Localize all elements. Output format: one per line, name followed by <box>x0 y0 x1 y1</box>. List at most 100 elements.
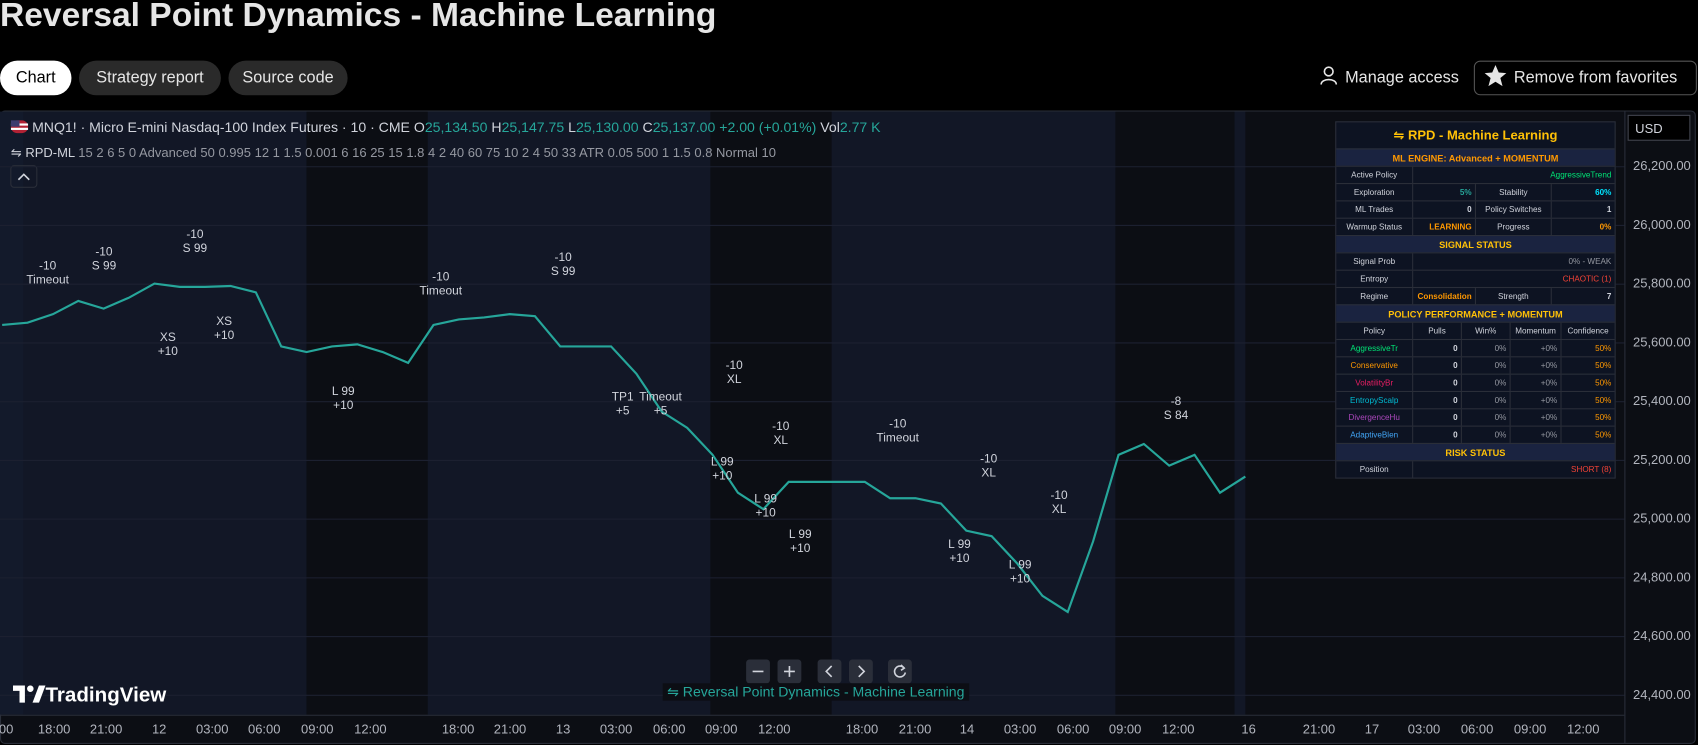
table-cell: Stability <box>1474 184 1551 201</box>
indicator-label: ⇋ Reversal Point Dynamics - Machine Lear… <box>662 683 969 701</box>
table-section-heading: RISK STATUS <box>1336 442 1615 461</box>
x-tick-label: 21:00 <box>1303 721 1336 736</box>
table-cell: 0 <box>1412 201 1475 218</box>
table-row: DivergenceHu 0 0% +0% 50% <box>1336 408 1615 426</box>
manage-access[interactable]: Manage access <box>1319 65 1459 91</box>
table-cell: EntropyScalp <box>1350 395 1399 406</box>
table-row: AdaptiveBlen 0 0% +0% 50% <box>1336 425 1615 443</box>
table-cell: Win% <box>1460 322 1510 339</box>
trade-annotation: XL <box>727 372 742 386</box>
table-row: ML Trades 0 Policy Switches 1 <box>1336 200 1615 218</box>
user-icon <box>1320 66 1338 85</box>
y-tick-label: 26,000.00 <box>1633 217 1691 232</box>
trade-annotation: XL <box>773 433 788 447</box>
tab-chart[interactable]: Chart <box>0 60 72 96</box>
table-cell: Signal Prob <box>1353 256 1396 267</box>
x-tick-label: 12:00 <box>1567 721 1600 736</box>
table-cell: Momentum <box>1509 322 1561 339</box>
table-cell: 0% <box>1460 409 1510 426</box>
reset-chart[interactable] <box>887 659 912 684</box>
trade-annotation: -10 <box>726 358 744 372</box>
x-tick-label: 13 <box>556 721 570 736</box>
trade-annotation: -10 <box>980 451 998 465</box>
x-tick-label: 06:00 <box>1461 721 1494 736</box>
table-cell: 0 <box>1412 374 1461 391</box>
indicator-name: ⇋ RPD-ML <box>10 145 75 161</box>
table-cell: 0% <box>1550 218 1615 235</box>
y-tick-label: 24,800.00 <box>1633 569 1691 584</box>
right-icon <box>858 665 866 678</box>
trade-annotation: -10 <box>432 269 450 283</box>
zoom-in-icon <box>784 665 795 677</box>
session-band <box>23 111 307 715</box>
x-tick-label: 18:00 <box>38 721 71 736</box>
table-row: Active Policy AggressiveTrend <box>1336 165 1615 184</box>
table-cell: Active Policy <box>1351 170 1398 180</box>
scroll-right[interactable] <box>848 659 873 684</box>
trade-annotation: +10 <box>712 469 733 483</box>
trade-annotation: TP1 <box>612 390 634 404</box>
zoom-in[interactable] <box>777 659 802 684</box>
x-tick-label: 09:00 <box>705 721 738 736</box>
favorite-label: Remove from favorites <box>1513 68 1678 87</box>
open-label: O <box>413 119 425 136</box>
table-cell: 0 <box>1412 409 1461 426</box>
price-line <box>2 282 1246 614</box>
currency-selector[interactable]: USD <box>1627 114 1691 141</box>
y-tick-label: 25,600.00 <box>1633 334 1691 349</box>
table-cell: Pulls <box>1412 322 1461 339</box>
table-row: VolatilityBr 0 0% +0% 50% <box>1336 373 1615 391</box>
low-label: L <box>568 119 576 136</box>
tab-source-code[interactable]: Source code <box>228 60 348 96</box>
table-cell: 50% <box>1560 392 1614 409</box>
tab-strategy-report[interactable]: Strategy report <box>79 60 221 96</box>
x-tick-label: 12:00 <box>354 721 387 736</box>
table-cell: Entropy <box>1360 273 1389 284</box>
table-cell: +0% <box>1509 426 1561 443</box>
x-tick-label: 21:00 <box>494 721 527 736</box>
x-tick-label: 12 <box>152 721 166 736</box>
table-cell: 0 <box>1412 392 1461 409</box>
table-section-heading: ML ENGINE: Advanced + MOMENTUM <box>1336 148 1615 166</box>
table-cell: AdaptiveBlen <box>1350 429 1399 440</box>
session-band <box>0 111 24 715</box>
info-table: ⇋ RPD - Machine Learning ML ENGINE: Adva… <box>1335 121 1616 479</box>
x-tick-label: 09:00 <box>1109 721 1142 736</box>
table-cell: 50% <box>1560 357 1614 374</box>
trade-annotation: XS <box>160 330 176 344</box>
collapse-button <box>10 165 38 188</box>
reset-icon <box>893 664 907 678</box>
x-tick-label: 06:00 <box>248 721 281 736</box>
table-cell: Conservative <box>1350 360 1398 371</box>
table-cell: 0% - WEAK <box>1412 253 1615 270</box>
indicator-legend: ⇋ RPD-ML 15 2 6 5 0 Advanced 50 0.995 12… <box>11 145 776 160</box>
table-cell: 0% <box>1460 426 1510 443</box>
scroll-left[interactable] <box>817 659 842 684</box>
favorite-button[interactable]: Remove from favorites <box>1473 60 1697 96</box>
table-row: Policy Pulls Win% Momentum Confidence <box>1336 321 1615 339</box>
table-cell: +0% <box>1509 409 1561 426</box>
x-tick-label: 21:00 <box>899 721 932 736</box>
star-icon <box>1484 64 1507 87</box>
trade-annotation: +10 <box>949 551 970 565</box>
table-cell: 60% <box>1550 184 1615 201</box>
trade-annotation: -10 <box>39 259 57 273</box>
high-label: H <box>491 119 502 136</box>
trade-annotation: +5 <box>616 404 630 418</box>
trade-annotation: +10 <box>333 398 354 412</box>
table-cell: 7 <box>1550 288 1615 305</box>
table-cell: Policy Switches <box>1474 201 1551 218</box>
trade-annotation: Timeout <box>26 273 69 287</box>
table-cell: +0% <box>1509 357 1561 374</box>
manage-access-label: Manage access <box>1345 68 1459 87</box>
zoom-out[interactable] <box>746 659 770 684</box>
x-tick-label: 09:00 <box>301 721 334 736</box>
trade-annotation: S 99 <box>551 264 576 278</box>
watermark-text: TradingView <box>45 684 167 708</box>
trade-annotation: XL <box>1052 502 1067 516</box>
trade-annotation: -10 <box>889 417 907 431</box>
table-row: EntropyScalp 0 0% +0% 50% <box>1336 390 1615 409</box>
table-row: Conservative 0 0% +0% 50% <box>1336 356 1615 374</box>
table-cell: 5% <box>1412 184 1475 201</box>
